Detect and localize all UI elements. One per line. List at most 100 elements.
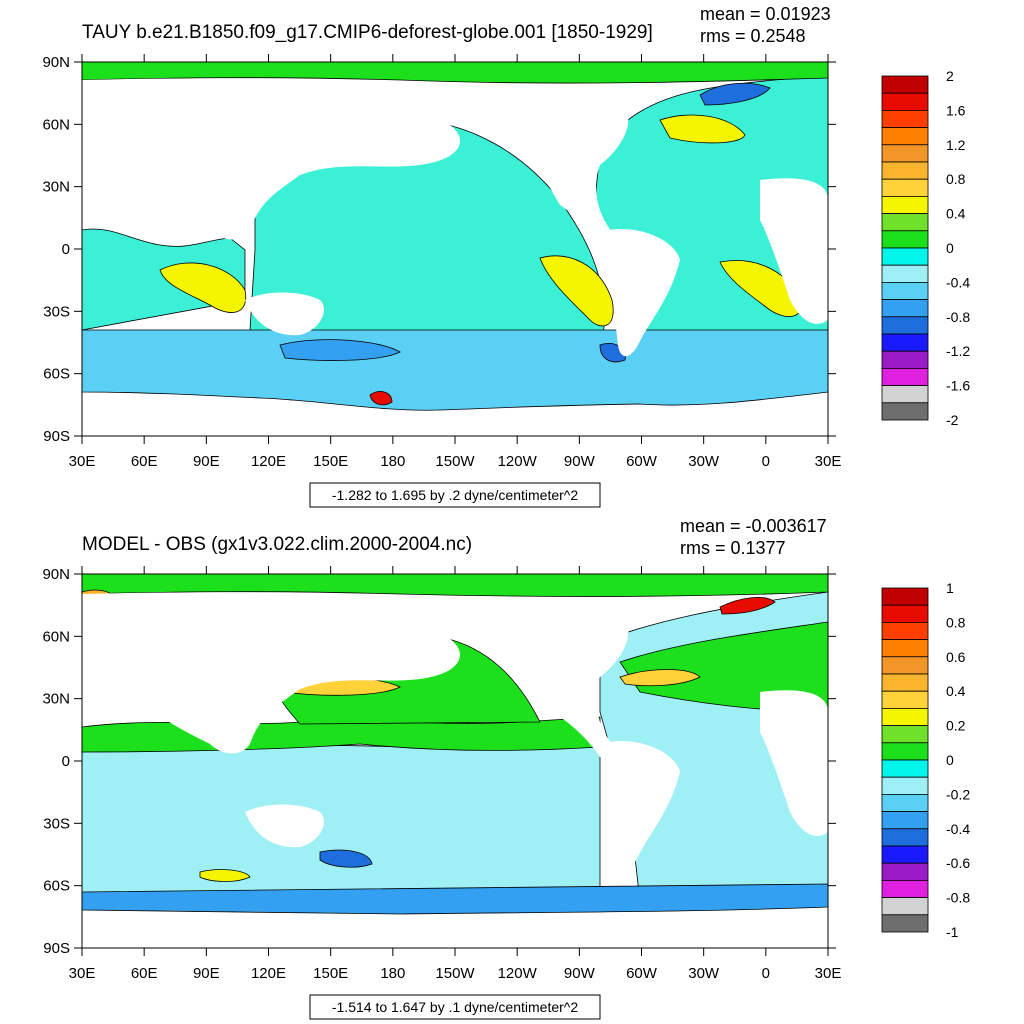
southern-ocean-band: [81, 329, 829, 411]
southern-indian-positive: [199, 869, 251, 882]
x-tick-label: 60W: [626, 453, 658, 470]
map-area: [81, 573, 829, 949]
x-axis: 30E 60E 90E 120E 150E 180 150W 120W 90W 60W 30W 0 30…: [69, 54, 841, 470]
x-tick-label: 120E: [251, 453, 286, 470]
colorbar-label: 0.6: [946, 649, 966, 665]
colorbar-swatch: [881, 127, 929, 146]
plot-title: MODEL - OBS (gx1v3.022.clim.2000-2004.nc…: [82, 534, 472, 555]
colorbar-label: 0.8: [946, 171, 966, 187]
colorbar-label: -0.8: [946, 890, 970, 906]
x-tick-label: 30W: [688, 965, 720, 982]
x-tick-label: 60W: [626, 965, 658, 982]
land-masks: [82, 78, 828, 436]
x-tick-label: 90E: [193, 965, 220, 982]
y-tick-label: 60S: [43, 878, 70, 895]
colorbar-swatch: [881, 110, 929, 129]
colorbar-swatch: [881, 161, 929, 180]
x-tick-label: 150E: [313, 965, 348, 982]
greenland-positive: [719, 597, 776, 615]
colorbar-swatch: [881, 333, 929, 352]
ocean-field: [81, 61, 829, 411]
y-tick-label: 30N: [42, 691, 70, 708]
x-tick-label: 150W: [435, 453, 475, 470]
x-tick-label: 120E: [251, 965, 286, 982]
south-pacific-negative-lobe: [279, 339, 401, 361]
x-tick-label: 180: [380, 453, 405, 470]
colorbar-swatch: [881, 776, 929, 795]
x-tick-label: 30E: [815, 965, 842, 982]
colorbar-label: 0.4: [946, 206, 966, 222]
north-atlantic-positive-lobe: [659, 114, 746, 144]
range-box: [309, 482, 601, 508]
africa-land: [760, 178, 828, 324]
colorbar-swatch: [881, 690, 929, 709]
tropical-south-difference: [81, 741, 601, 908]
y-tick-label: 0: [62, 753, 70, 770]
colorbar-swatch: [881, 299, 929, 318]
map-area: [81, 61, 829, 437]
x-tick-label: 0: [762, 453, 770, 470]
colorbar-label: 0.4: [946, 683, 966, 699]
indian-positive-lobe: [159, 262, 247, 313]
colorbar-swatch: [881, 897, 929, 916]
pacific-positive-lobe: [539, 255, 614, 327]
colorbar-swatch: [881, 914, 929, 933]
panel-model-minus-obs-svg: MODEL - OBS (gx1v3.022.clim.2000-2004.nc…: [42, 516, 970, 1020]
x-axis: 30E 60E 90E 120E 150E 180 150W 120W 90W 60W 30W 0 30…: [69, 566, 842, 982]
colorbar-swatch: [881, 178, 929, 197]
colorbar-swatch: [881, 367, 929, 386]
x-tick-label: 90W: [564, 965, 596, 982]
colorbar-label: 2: [946, 68, 954, 84]
y-tick-label: 0: [62, 241, 70, 258]
australia-land: [245, 804, 324, 848]
x-tick-label: 30E: [69, 453, 96, 470]
colorbar-swatch: [881, 281, 929, 300]
colorbar-swatch: [881, 264, 929, 283]
colorbar-label: 0: [946, 240, 954, 256]
x-tick-label: 90W: [564, 453, 596, 470]
colorbar-label: 1.6: [946, 102, 966, 118]
africa-land: [760, 690, 828, 836]
colorbar-swatch: [881, 811, 929, 830]
colorbar-swatch: [881, 402, 929, 421]
south-america-land: [610, 741, 680, 869]
colorbar-label: -0.4: [946, 821, 970, 837]
y-tick-label: 30S: [43, 303, 70, 320]
colorbar-label: 1.2: [946, 137, 966, 153]
x-tick-label: 60E: [131, 965, 158, 982]
mean-label: mean = 0.01923: [700, 4, 831, 24]
colorbar-label: -0.2: [946, 786, 970, 802]
colorbar-swatch: [881, 828, 929, 847]
y-tick-label: 90S: [43, 940, 70, 957]
colorbar-label: -0.8: [946, 309, 970, 325]
antarctica-land: [82, 400, 828, 436]
eurasia-land: [82, 592, 460, 754]
x-tick-label: 150E: [313, 453, 348, 470]
colorbar-swatch: [881, 862, 929, 881]
antarctica-land: [82, 910, 828, 948]
panel-tauy-svg: TAUY b.e21.B1850.f09_g17.CMIP6-deforest-…: [42, 4, 970, 508]
colorbar-swatch: [881, 350, 929, 369]
y-tick-label: 90N: [42, 54, 70, 71]
colorbar-label: -1.2: [946, 343, 970, 359]
y-tick-label: 30S: [43, 815, 70, 832]
colorbar-swatch: [881, 195, 929, 214]
mean-label: mean = -0.003617: [680, 516, 827, 536]
y-tick-label: 90N: [42, 566, 70, 583]
y-tick-label: 90S: [43, 428, 70, 445]
colorbar-label: 0: [946, 752, 954, 768]
colorbar-swatch: [881, 742, 929, 761]
colorbar-swatch: [881, 247, 929, 266]
x-tick-label: 30W: [688, 453, 720, 470]
x-tick-label: 120W: [498, 965, 538, 982]
north-america-land: [520, 92, 629, 247]
south-america-land: [610, 229, 680, 357]
x-tick-label: 0: [762, 965, 770, 982]
colorbar-swatch: [881, 144, 929, 163]
colorbar-swatch: [881, 622, 929, 641]
colorbar-label: -2: [946, 412, 959, 428]
land-masks: [82, 592, 828, 948]
x-tick-label: 60E: [131, 453, 158, 470]
colorbar-swatch: [881, 879, 929, 898]
colorbar-swatch: [881, 639, 929, 658]
